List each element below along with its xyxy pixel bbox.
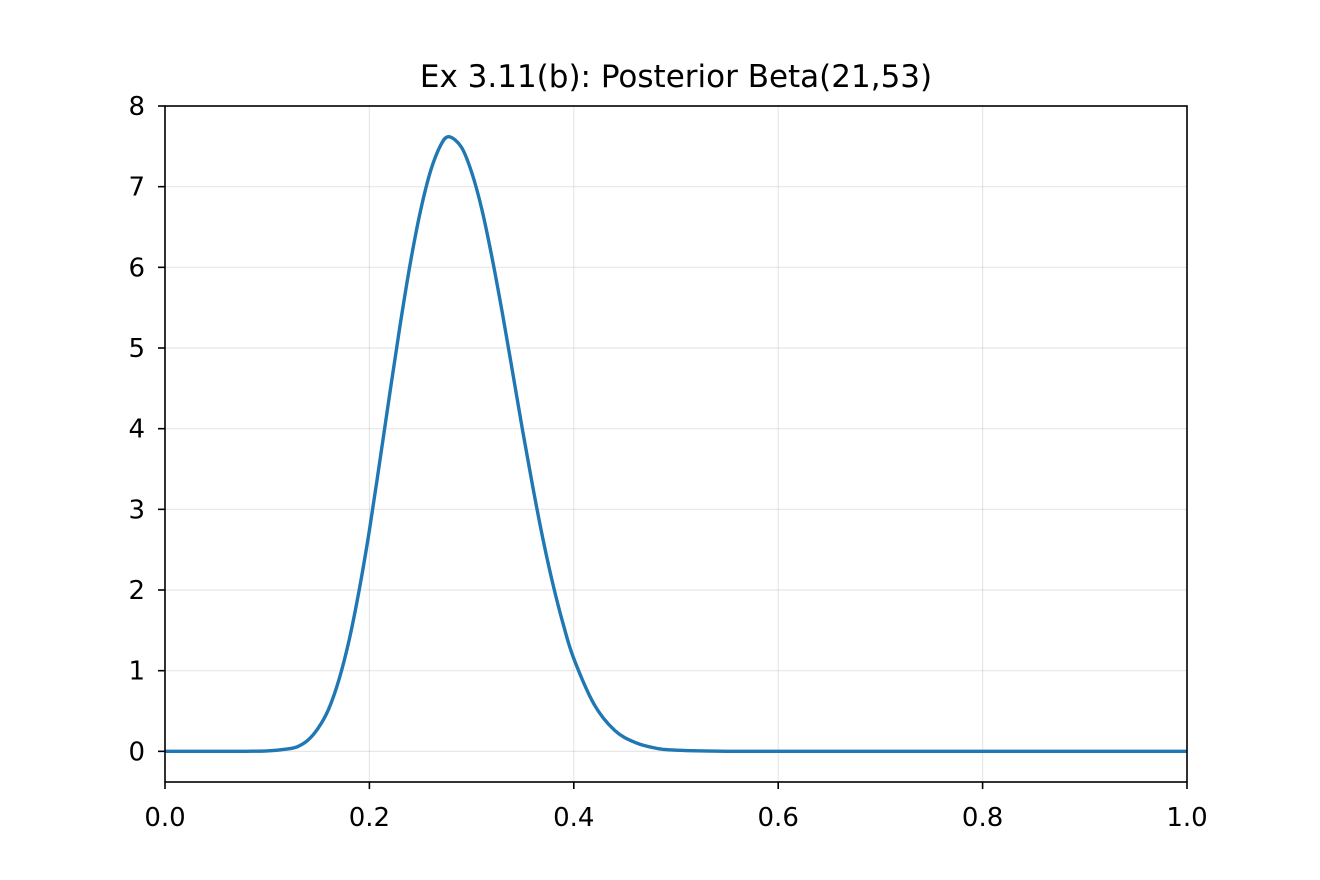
y-tick-label: 5 — [128, 334, 145, 364]
series-line — [164, 134, 1187, 754]
y-tick-label: 3 — [128, 495, 145, 525]
y-tick-label: 8 — [128, 92, 145, 122]
x-tick-label: 0.2 — [349, 803, 390, 833]
y-tick-label: 0 — [128, 737, 145, 767]
y-tick-label: 4 — [128, 415, 145, 445]
x-axis: 0.0 0.2 0.4 0.6 0.8 1.0 — [144, 782, 1208, 833]
y-tick-label: 2 — [128, 576, 145, 606]
series-layer — [164, 134, 1187, 754]
x-tick-label: 0.8 — [962, 803, 1003, 833]
plot-frame — [164, 105, 1188, 783]
y-axis: 0 1 2 3 4 5 6 7 8 — [128, 92, 165, 767]
y-tick-label: 6 — [128, 253, 145, 283]
x-tick-label: 0.4 — [553, 803, 594, 833]
x-tick-label: 0.0 — [144, 803, 185, 833]
y-tick-label: 7 — [128, 173, 145, 203]
y-tick-label: 1 — [128, 657, 145, 687]
x-tick-label: 1.0 — [1166, 803, 1207, 833]
x-tick-label: 0.6 — [758, 803, 799, 833]
chart-title: Ex 3.11(b): Posterior Beta(21,53) — [420, 59, 932, 95]
